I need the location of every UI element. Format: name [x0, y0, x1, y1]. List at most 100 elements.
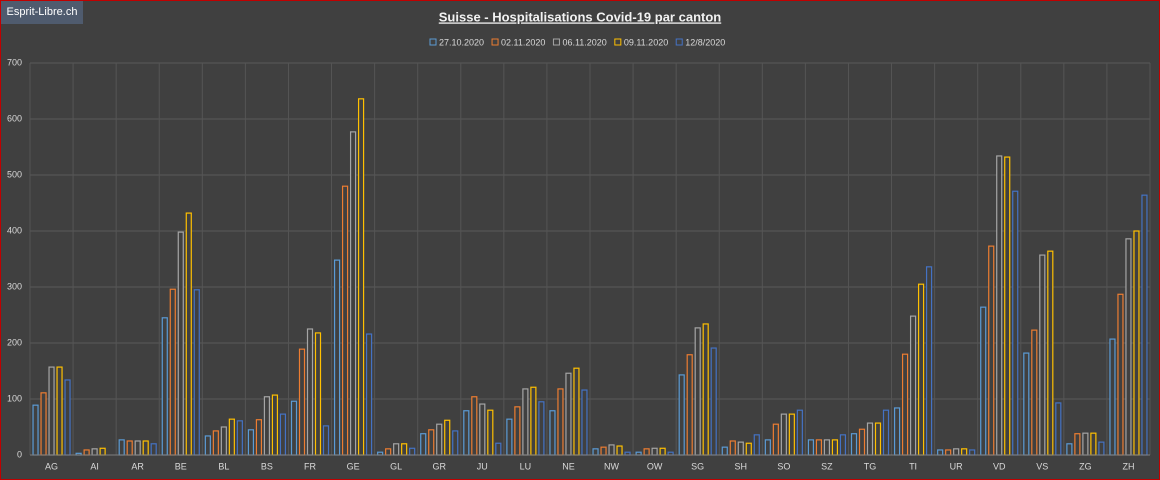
- y-tick-label: 100: [7, 393, 22, 403]
- bar: [185, 212, 192, 456]
- bar: [980, 306, 987, 456]
- bar: [1141, 194, 1148, 456]
- bar: [651, 447, 658, 456]
- bar: [341, 185, 349, 456]
- bar: [212, 430, 219, 456]
- bar: [945, 449, 952, 456]
- legend-swatch: [675, 38, 683, 46]
- bar: [538, 401, 545, 456]
- bar: [988, 245, 995, 456]
- bar: [32, 404, 39, 456]
- bar: [549, 410, 556, 456]
- legend-label: 12/8/2020: [685, 37, 725, 47]
- x-tick-label: AG: [45, 461, 58, 471]
- bar: [514, 406, 521, 456]
- bar: [815, 439, 823, 456]
- bar: [764, 439, 771, 456]
- bar: [169, 288, 176, 456]
- bar: [1031, 329, 1038, 456]
- bar: [314, 332, 322, 456]
- bar: [592, 448, 599, 456]
- legend-label: 06.11.2020: [562, 37, 606, 47]
- bar: [193, 289, 200, 456]
- x-tick-label: TG: [864, 461, 877, 471]
- bar: [228, 418, 235, 456]
- bar: [710, 347, 717, 456]
- bar: [150, 443, 157, 456]
- bar: [823, 439, 831, 456]
- bar: [780, 413, 787, 456]
- bar: [436, 423, 443, 456]
- x-tick-label: AI: [90, 461, 99, 471]
- bar: [452, 430, 459, 456]
- bar: [255, 419, 263, 456]
- bar: [866, 422, 874, 456]
- bar: [1133, 230, 1140, 456]
- bar: [557, 388, 564, 456]
- bar: [365, 333, 373, 456]
- bar: [721, 446, 728, 456]
- bar: [279, 413, 287, 456]
- bar: [796, 409, 803, 456]
- bar: [220, 426, 227, 456]
- x-tick-label: ZH: [1122, 461, 1134, 471]
- bar: [161, 317, 168, 456]
- bar: [694, 327, 701, 456]
- x-tick-label: BE: [175, 461, 187, 471]
- legend-label: 02.11.2020: [501, 37, 545, 47]
- bar: [788, 413, 795, 456]
- bar: [925, 266, 933, 456]
- bar: [522, 388, 529, 456]
- y-tick-label: 300: [7, 281, 22, 291]
- bar: [1012, 190, 1019, 456]
- bar: [745, 442, 752, 456]
- bar: [357, 98, 365, 456]
- bar: [1066, 443, 1073, 456]
- bar: [702, 323, 709, 456]
- bar: [428, 429, 435, 456]
- x-tick-label: JU: [477, 461, 488, 471]
- bar: [616, 445, 623, 456]
- bar: [1047, 250, 1054, 456]
- bar: [444, 419, 451, 456]
- bar: [581, 389, 588, 456]
- bar: [839, 434, 847, 456]
- bar: [177, 231, 184, 456]
- bar: [772, 423, 779, 456]
- x-tick-label: VS: [1036, 461, 1048, 471]
- bar: [893, 407, 901, 456]
- watermark-box: [1, 1, 83, 24]
- bar: [1039, 254, 1046, 456]
- bar: [479, 403, 486, 456]
- bar: [118, 439, 125, 456]
- bar: [401, 443, 408, 456]
- x-tick-label: SZ: [821, 461, 833, 471]
- legend-swatch: [429, 38, 437, 46]
- y-tick-label: 600: [7, 113, 22, 123]
- legend-swatch: [614, 38, 622, 46]
- x-tick-label: UR: [950, 461, 963, 471]
- bar: [1117, 293, 1124, 456]
- x-tick-label: OW: [647, 461, 663, 471]
- bar: [247, 429, 255, 456]
- watermark: Esprit-Libre.ch: [7, 6, 78, 18]
- bar: [729, 440, 736, 456]
- bar: [969, 449, 976, 456]
- bar: [99, 447, 106, 456]
- bar: [91, 448, 98, 456]
- bar: [126, 440, 133, 456]
- bar: [463, 410, 470, 456]
- bar: [1125, 238, 1132, 456]
- bar: [1023, 352, 1030, 456]
- bar: [204, 435, 211, 456]
- y-tick-label: 400: [7, 225, 22, 235]
- bar: [1004, 156, 1011, 456]
- bar: [1109, 338, 1116, 456]
- x-tick-label: GL: [390, 461, 402, 471]
- bar: [996, 155, 1003, 456]
- bar: [874, 422, 882, 456]
- bar: [64, 379, 71, 456]
- bar: [1074, 433, 1081, 456]
- bar: [40, 392, 47, 456]
